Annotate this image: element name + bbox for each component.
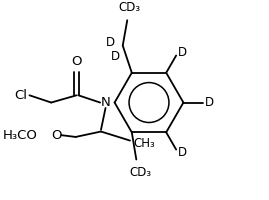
Text: O: O bbox=[51, 129, 62, 142]
Text: D: D bbox=[178, 46, 187, 59]
Text: D: D bbox=[111, 50, 120, 63]
Text: CD₃: CD₃ bbox=[118, 1, 140, 14]
Text: H₃CO: H₃CO bbox=[3, 129, 38, 142]
Text: D: D bbox=[205, 96, 214, 109]
Text: CD₃: CD₃ bbox=[130, 166, 152, 179]
Text: O: O bbox=[71, 55, 82, 68]
Text: N: N bbox=[101, 96, 110, 109]
Text: D: D bbox=[178, 146, 187, 159]
Text: Cl: Cl bbox=[14, 89, 27, 102]
Text: D: D bbox=[105, 36, 115, 49]
Text: CH₃: CH₃ bbox=[134, 137, 155, 150]
